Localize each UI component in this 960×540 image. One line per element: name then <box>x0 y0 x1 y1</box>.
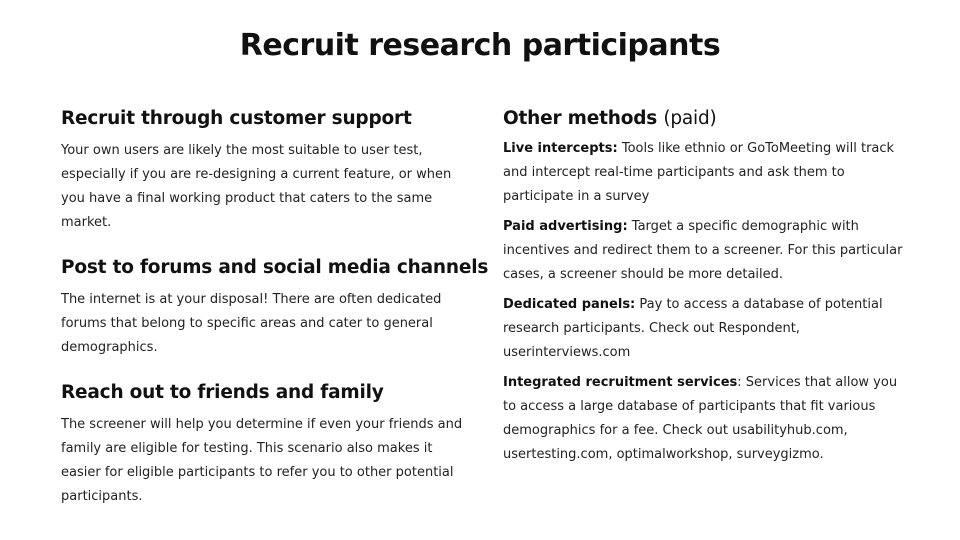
method-text: Pay to access a database of potential re… <box>503 297 883 360</box>
heading-bold: Other methods <box>503 108 658 129</box>
method-paid-advertising: Paid advertising: Target a specific demo… <box>503 215 908 287</box>
method-integrated-recruitment: Integrated recruitment services: Service… <box>503 371 908 467</box>
method-lead: Integrated recruitment services <box>503 375 738 390</box>
section-customer-support: Recruit through customer support Your ow… <box>61 108 466 235</box>
section-body: The screener will help you determine if … <box>61 417 463 504</box>
page-title: Recruit research participants <box>239 28 721 63</box>
method-lead: Dedicated panels: <box>503 297 636 312</box>
method-live-intercepts: Live intercepts: Tools like ethnio or Go… <box>503 137 908 209</box>
method-lead: Paid advertising: <box>503 219 628 234</box>
method-text: : Services that allow you to access a la… <box>503 375 898 462</box>
method-lead: Live intercepts: <box>503 141 618 156</box>
section-heading: Reach out to friends and family <box>61 382 384 403</box>
right-column: Other methods (paid) Live intercepts: To… <box>503 108 908 489</box>
section-friends-family: Reach out to friends and family The scre… <box>61 382 466 509</box>
left-column: Recruit through customer support Your ow… <box>61 108 489 531</box>
section-body: Your own users are likely the most suita… <box>61 143 452 230</box>
heading-light: (paid) <box>663 108 717 129</box>
section-other-methods: Other methods (paid) Live intercepts: To… <box>503 108 908 467</box>
method-dedicated-panels: Dedicated panels: Pay to access a databa… <box>503 293 908 365</box>
section-heading: Post to forums and social media channels <box>61 257 489 278</box>
section-heading: Other methods (paid) <box>503 108 908 129</box>
section-forums-social-media: Post to forums and social media channels… <box>61 257 489 360</box>
section-heading: Recruit through customer support <box>61 108 412 129</box>
method-text: Tools like ethnio or GoToMeeting will tr… <box>503 141 895 204</box>
section-body: The internet is at your disposal! There … <box>61 292 442 355</box>
method-text: Target a specific demographic with incen… <box>503 219 903 282</box>
